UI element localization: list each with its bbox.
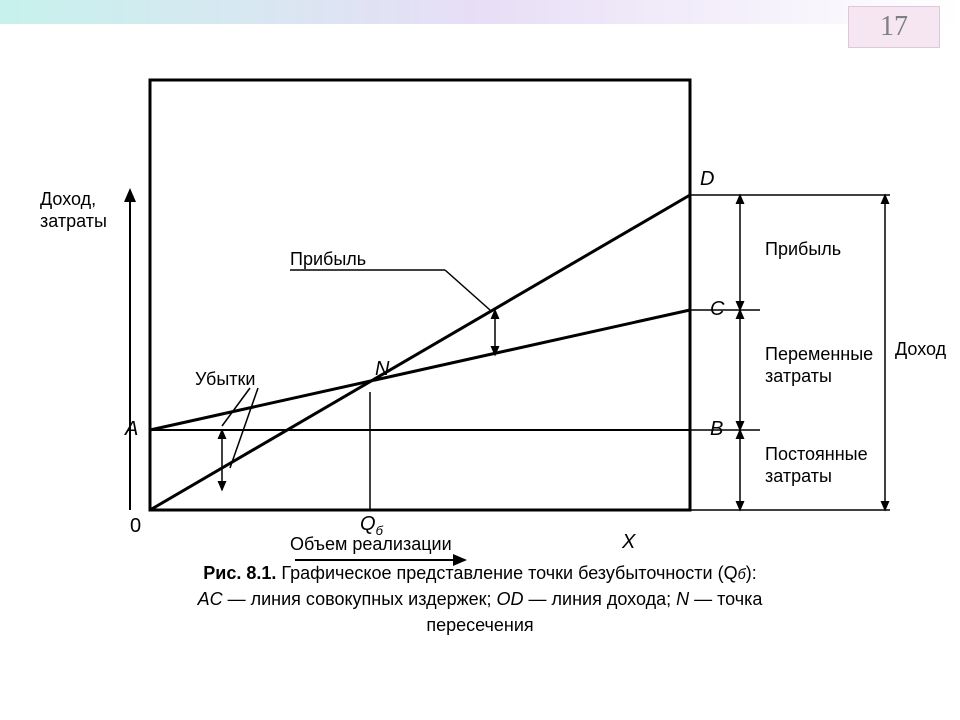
breakeven-chart: Доход, затраты 0 D A C B N Qб Объем реал…	[0, 60, 960, 585]
caption-line3: пересечения	[120, 612, 840, 638]
point-D: D	[700, 168, 714, 190]
origin-label: 0	[130, 515, 141, 537]
figure-caption: Рис. 8.1. Графическое представление точк…	[120, 560, 840, 638]
point-A: A	[124, 418, 138, 440]
line-OD	[150, 195, 690, 510]
x-axis-label: Объем реализации	[290, 534, 452, 554]
x-end-label: X	[621, 531, 636, 553]
label-profit-inside: Прибыль	[290, 249, 366, 269]
top-gradient-strip	[0, 0, 960, 24]
slide-number: 17	[880, 11, 908, 43]
point-N: N	[375, 358, 390, 380]
caption-line2: AC — линия совокупных издержек; OD — лин…	[198, 589, 763, 609]
profit-pointer	[445, 270, 490, 310]
label-right-profit: Прибыль	[765, 239, 841, 259]
caption-lead: Рис. 8.1.	[203, 563, 276, 583]
label-right-variable: Переменные затраты	[765, 344, 878, 386]
label-right-income: Доход	[895, 339, 947, 359]
point-B: B	[710, 418, 723, 440]
caption-tail: ):	[746, 563, 757, 583]
label-losses: Убытки	[195, 369, 255, 389]
plot-frame	[150, 80, 690, 510]
point-C: C	[710, 298, 725, 320]
caption-title: Графическое представление точки безубыто…	[276, 563, 737, 583]
caption-sub: б	[738, 567, 746, 583]
chart-svg: Доход, затраты 0 D A C B N Qб Объем реал…	[0, 60, 960, 580]
label-right-fixed: Постоянные затраты	[765, 444, 873, 486]
losses-pointer-1	[222, 388, 250, 426]
slide-number-box: 17	[848, 6, 940, 48]
y-axis-label: Доход, затраты	[40, 189, 107, 231]
